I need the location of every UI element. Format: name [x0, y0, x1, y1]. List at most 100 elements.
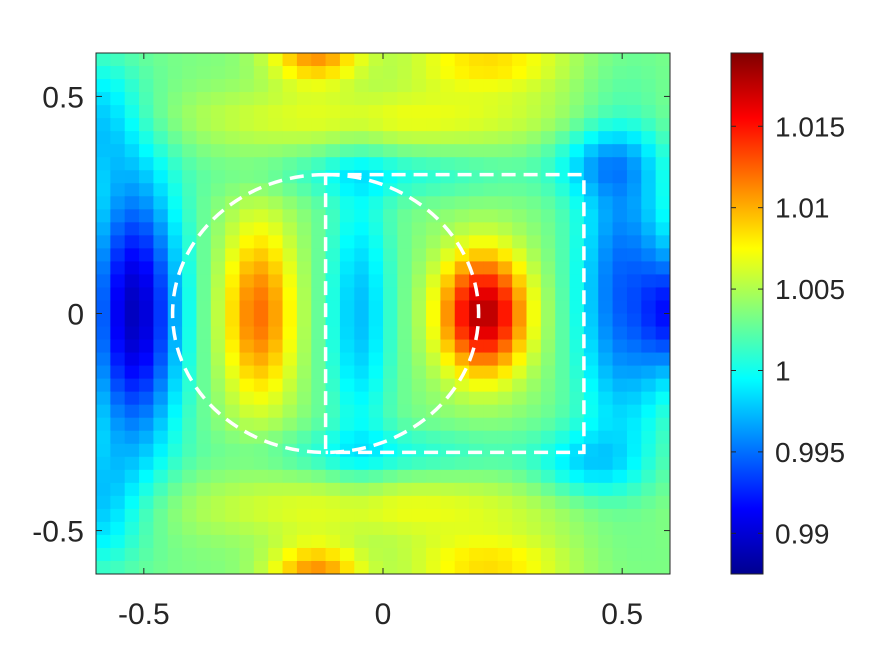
heatmap-cell	[440, 365, 456, 380]
heatmap-cell	[469, 131, 485, 145]
heatmap-cell	[397, 53, 413, 67]
heatmap-cell	[626, 261, 642, 276]
heatmap-cell	[296, 456, 312, 471]
heatmap-cell	[325, 209, 341, 223]
heatmap-cell	[210, 417, 226, 432]
heatmap-cell	[497, 391, 513, 406]
heatmap-cell	[569, 404, 585, 419]
heatmap-cell	[368, 469, 384, 484]
heatmap-cell	[583, 404, 599, 419]
heatmap-cell	[153, 118, 169, 132]
heatmap-cell	[655, 560, 670, 574]
heatmap-cell	[96, 482, 111, 497]
heatmap-cell	[440, 92, 456, 106]
heatmap-cell	[167, 274, 183, 289]
heatmap-cell	[210, 521, 226, 536]
heatmap-cell	[612, 560, 628, 574]
heatmap-cell	[383, 92, 398, 106]
heatmap-cell	[153, 79, 169, 93]
heatmap-cell	[526, 92, 542, 106]
heatmap-cell	[368, 508, 384, 523]
heatmap-cell	[655, 326, 670, 341]
heatmap-cell	[354, 66, 370, 80]
heatmap-cell	[268, 261, 284, 276]
heatmap-cell	[268, 469, 284, 484]
heatmap-cell	[411, 300, 427, 315]
heatmap-cell	[368, 53, 384, 67]
heatmap-cell	[641, 274, 657, 289]
heatmap-cell	[397, 482, 413, 497]
heatmap-cell	[526, 469, 542, 484]
heatmap-cell	[296, 404, 312, 419]
colorbar	[730, 52, 764, 575]
heatmap-cell	[210, 157, 226, 171]
heatmap-cell	[210, 365, 226, 380]
heatmap-cell	[641, 235, 657, 249]
heatmap-cell	[239, 443, 255, 458]
heatmap-cell	[540, 118, 556, 132]
heatmap-cell	[325, 547, 341, 562]
heatmap-cell	[268, 118, 284, 132]
heatmap-cell	[325, 131, 341, 145]
heatmap-cell	[210, 261, 226, 276]
heatmap-cell	[153, 352, 169, 367]
heatmap-cell	[110, 378, 126, 393]
heatmap-cell	[325, 326, 341, 341]
heatmap-cell	[583, 53, 599, 67]
heatmap-cell	[483, 131, 499, 145]
heatmap-cell	[153, 183, 169, 197]
heatmap-cell	[440, 521, 456, 536]
heatmap-cell	[440, 157, 456, 171]
heatmap-cell	[282, 92, 298, 106]
heatmap-cell	[641, 326, 657, 341]
heatmap-cell	[497, 521, 513, 536]
heatmap-cell	[583, 209, 599, 223]
heatmap-cell	[182, 456, 198, 471]
heatmap-cell	[598, 66, 614, 80]
heatmap-cell	[497, 482, 513, 497]
heatmap-cell	[354, 404, 370, 419]
heatmap-cell	[225, 560, 241, 574]
heatmap-cell	[454, 196, 470, 210]
overlay-d-shape	[323, 172, 481, 455]
heatmap-cell	[325, 482, 341, 497]
heatmap-cell	[325, 183, 341, 197]
heatmap-cell	[454, 287, 470, 302]
heatmap-cell	[641, 534, 657, 549]
heatmap-cell	[397, 521, 413, 536]
heatmap-cell	[569, 547, 585, 562]
heatmap-cell	[497, 222, 513, 236]
heatmap-cell	[124, 456, 140, 471]
heatmap-cell	[540, 417, 556, 432]
heatmap-cell	[325, 144, 341, 158]
heatmap-cell	[253, 469, 269, 484]
heatmap-cell	[325, 235, 341, 249]
heatmap-cell	[626, 222, 642, 236]
heatmap-cell	[497, 326, 513, 341]
heatmap-cell	[512, 248, 528, 263]
heatmap-cell	[411, 144, 427, 158]
heatmap-cell	[339, 300, 355, 315]
heatmap-cell	[182, 248, 198, 263]
heatmap-cell	[526, 430, 542, 445]
heatmap-cell	[253, 261, 269, 276]
heatmap-cell	[497, 443, 513, 458]
heatmap-cell	[110, 534, 126, 549]
heatmap-cell	[440, 300, 456, 315]
heatmap-cell	[440, 352, 456, 367]
heatmap-cell	[225, 157, 241, 171]
heatmap-cell	[569, 274, 585, 289]
heatmap-cell	[598, 378, 614, 393]
heatmap-cell	[569, 508, 585, 523]
heatmap-cell	[124, 79, 140, 93]
heatmap-cell	[182, 313, 198, 328]
heatmap-cell	[454, 105, 470, 119]
heatmap-cell	[153, 274, 169, 289]
heatmap-cell	[210, 235, 226, 249]
heatmap-cell	[110, 248, 126, 263]
heatmap-cell	[641, 495, 657, 510]
heatmap-cell	[397, 378, 413, 393]
heatmap-cell	[655, 404, 670, 419]
heatmap-cell	[540, 378, 556, 393]
heatmap-cell	[540, 274, 556, 289]
